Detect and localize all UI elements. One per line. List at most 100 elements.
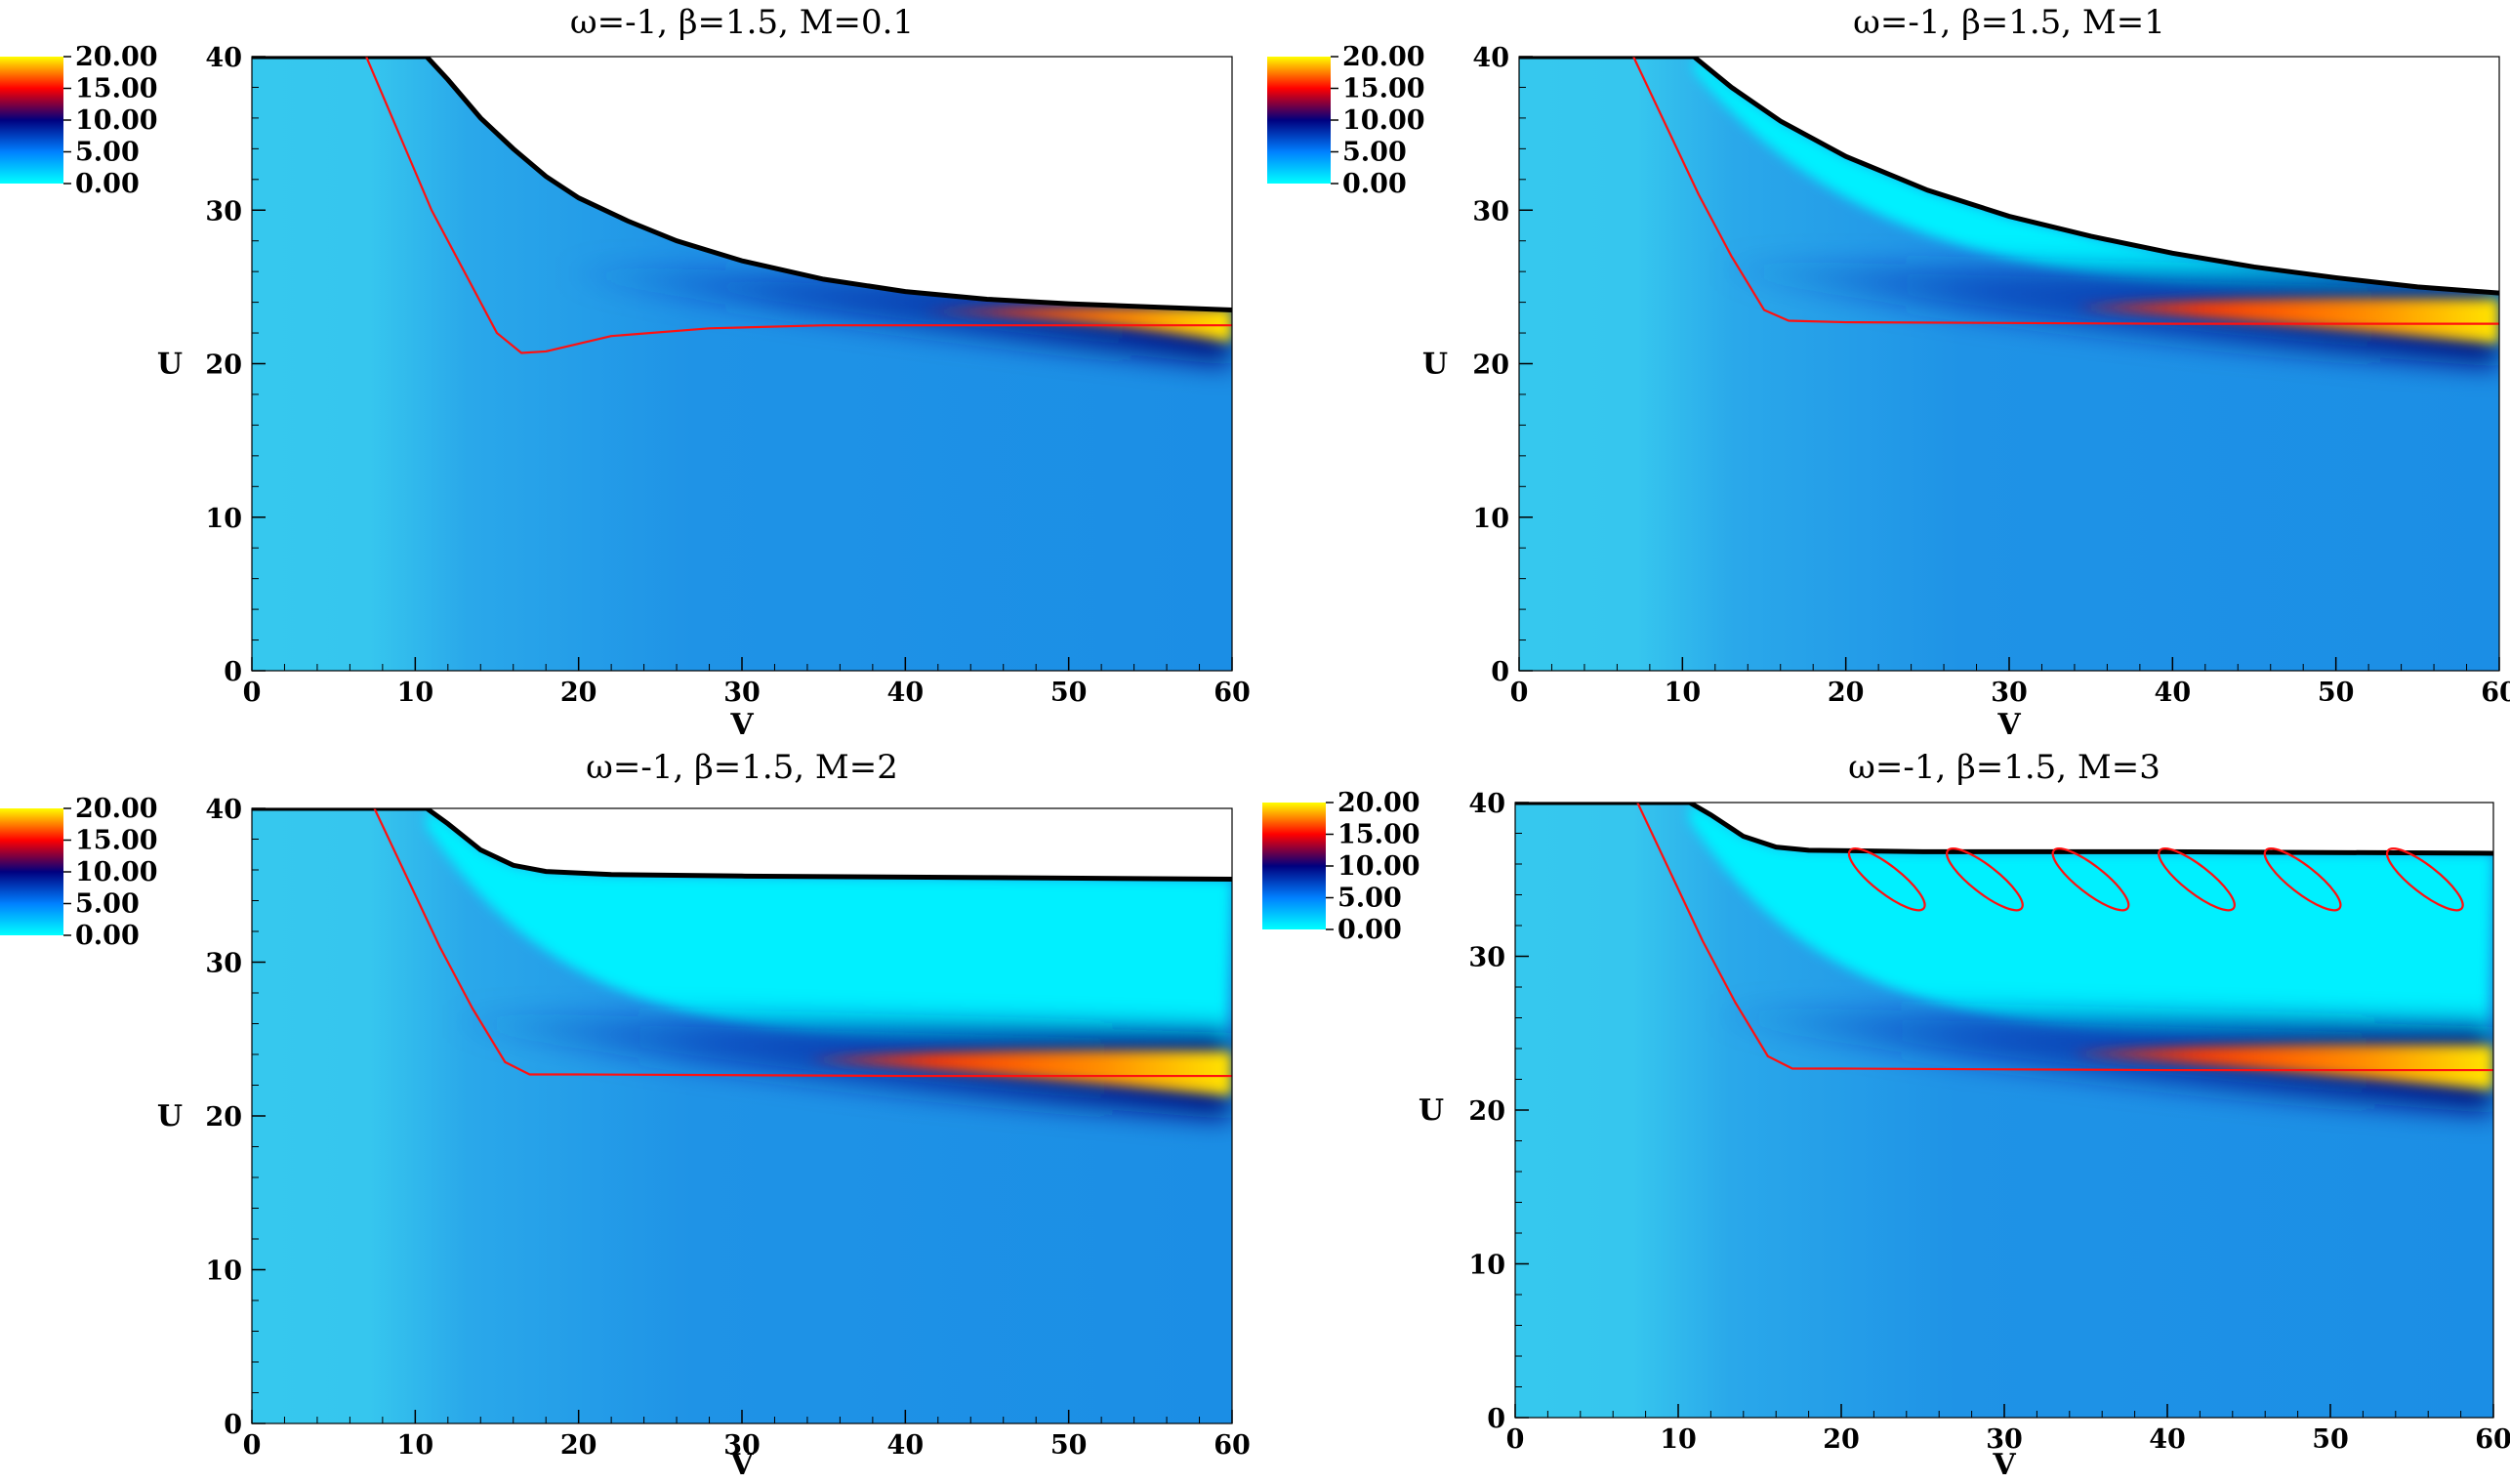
panel-title: ω=-1, β=1.5, M=0.1 [570, 3, 914, 42]
y-tick-label: 10 [205, 1257, 242, 1287]
boundary-curve [1519, 57, 2499, 296]
colorbar-tick-label: 15.00 [1337, 820, 1420, 850]
red-loop [1946, 847, 2024, 912]
colorbar [0, 57, 63, 184]
x-tick-label: 0 [243, 1430, 262, 1461]
x-tick-label: 20 [1823, 1424, 1860, 1455]
y-tick-label: 10 [1468, 1251, 1505, 1281]
x-tick-label: 20 [560, 678, 597, 708]
y-tick-label: 30 [205, 196, 242, 227]
colorbar-tick-label: 5.00 [75, 138, 140, 168]
panel-bottom-right: 0 10 20 30 40 50 60 0 10 20 30 40 V Uω=-1, β=1.5, M=3… [1262, 748, 2510, 1482]
y-tick-label: 40 [1468, 789, 1505, 819]
x-tick-label: 0 [243, 678, 262, 708]
y-axis-label: U [1422, 348, 1448, 382]
y-tick-label: 30 [1472, 196, 1509, 227]
x-tick-label: 60 [1214, 1430, 1251, 1461]
hot-region [2069, 1045, 2493, 1091]
x-tick-label: 20 [1828, 678, 1865, 708]
colorbar-tick-label: 0.00 [75, 169, 140, 199]
x-tick-label: 10 [397, 1430, 434, 1461]
y-axis-label: U [157, 348, 183, 382]
y-tick-label: 40 [1472, 43, 1509, 73]
red-loop [1847, 847, 1926, 912]
colorbar [1262, 803, 1326, 929]
colorbar-tick-label: 10.00 [1337, 851, 1420, 882]
x-tick-label: 10 [397, 678, 434, 708]
x-tick-label: 20 [560, 1430, 597, 1461]
boundary-curve [252, 808, 1232, 882]
colorbar-tick-label: 20.00 [1342, 42, 1425, 72]
x-tick-label: 30 [723, 678, 761, 708]
field-region [252, 808, 1232, 1423]
colorbar-tick-label: 10.00 [75, 857, 158, 887]
cyan-upper-zone [1515, 803, 2493, 1044]
panel-top-left: 0 10 20 30 40 50 60 0 10 20 30 40 V Uω=-1, β=1.5, M=0… [0, 3, 1251, 742]
colorbar [0, 808, 63, 935]
colorbar-tick-label: 0.00 [75, 921, 140, 951]
y-tick-label: 0 [224, 657, 242, 687]
red-loop [2263, 847, 2342, 912]
red-contour [365, 57, 1232, 354]
x-tick-label: 60 [2475, 1424, 2510, 1455]
cyan-upper-zone [1519, 57, 2499, 302]
red-loop [2385, 847, 2464, 912]
field-background [252, 57, 1232, 671]
x-tick-label: 40 [887, 1430, 925, 1461]
colorbar-tick-label: 5.00 [1337, 884, 1402, 914]
y-tick-label: 10 [1472, 504, 1509, 534]
x-tick-label: 40 [887, 678, 925, 708]
colorbar-tick-label: 0.00 [1342, 169, 1407, 199]
x-axis-label: V [1992, 1448, 2016, 1482]
field-region [1519, 57, 2499, 671]
x-tick-label: 40 [2155, 678, 2192, 708]
x-tick-label: 0 [1510, 678, 1529, 708]
y-tick-label: 20 [205, 1102, 242, 1133]
x-tick-label: 10 [1665, 678, 1702, 708]
panel-top-right: 0 10 20 30 40 50 60 0 10 20 30 40 V Uω=-1, β=1.5, M=1… [1267, 3, 2510, 742]
hot-region [922, 307, 1232, 343]
field-region [1515, 803, 2493, 1418]
hot-region [2074, 298, 2499, 345]
x-tick-label: 0 [1506, 1424, 1525, 1455]
red-contour [1632, 57, 2499, 325]
x-tick-label: 50 [1050, 1430, 1088, 1461]
y-tick-label: 20 [1468, 1096, 1505, 1127]
colorbar-tick-label: 5.00 [75, 889, 140, 920]
x-tick-label: 50 [2318, 678, 2355, 708]
field-background [1519, 57, 2499, 671]
panel-title: ω=-1, β=1.5, M=3 [1848, 748, 2160, 787]
y-tick-label: 20 [205, 350, 242, 381]
x-tick-label: 10 [1660, 1424, 1697, 1455]
panel-bottom-left: 0 10 20 30 40 50 60 0 10 20 30 40 V Uω=-1, β=1.5, M=2… [0, 748, 1251, 1482]
x-axis-label: V [1996, 708, 2021, 742]
red-loop [2158, 847, 2236, 912]
x-tick-label: 30 [1991, 678, 2028, 708]
colorbar-tick-label: 10.00 [1342, 105, 1425, 136]
y-tick-label: 0 [1491, 657, 1509, 687]
x-tick-label: 30 [723, 1430, 761, 1461]
red-contour [373, 808, 1232, 1078]
red-loop [2051, 847, 2130, 912]
colorbar-tick-label: 20.00 [75, 794, 158, 824]
colorbar [1267, 57, 1331, 184]
y-axis-label: U [157, 1099, 183, 1134]
x-tick-label: 50 [2312, 1424, 2349, 1455]
boundary-curve [252, 57, 1232, 312]
y-axis-label: U [1419, 1093, 1444, 1128]
colorbar-tick-label: 15.00 [75, 74, 158, 104]
dark-blue-band [1710, 1006, 2493, 1114]
y-tick-label: 0 [224, 1410, 242, 1440]
colorbar-tick-label: 5.00 [1342, 138, 1407, 168]
y-tick-label: 30 [1468, 943, 1505, 973]
colorbar-tick-label: 20.00 [75, 42, 158, 72]
x-tick-label: 50 [1050, 678, 1088, 708]
x-tick-label: 60 [2481, 678, 2510, 708]
x-tick-label: 40 [2149, 1424, 2186, 1455]
hot-region [806, 1051, 1232, 1096]
colorbar-tick-label: 15.00 [75, 826, 158, 856]
dark-blue-band [1714, 260, 2499, 367]
field-region [252, 57, 1232, 671]
y-tick-label: 0 [1487, 1404, 1505, 1434]
